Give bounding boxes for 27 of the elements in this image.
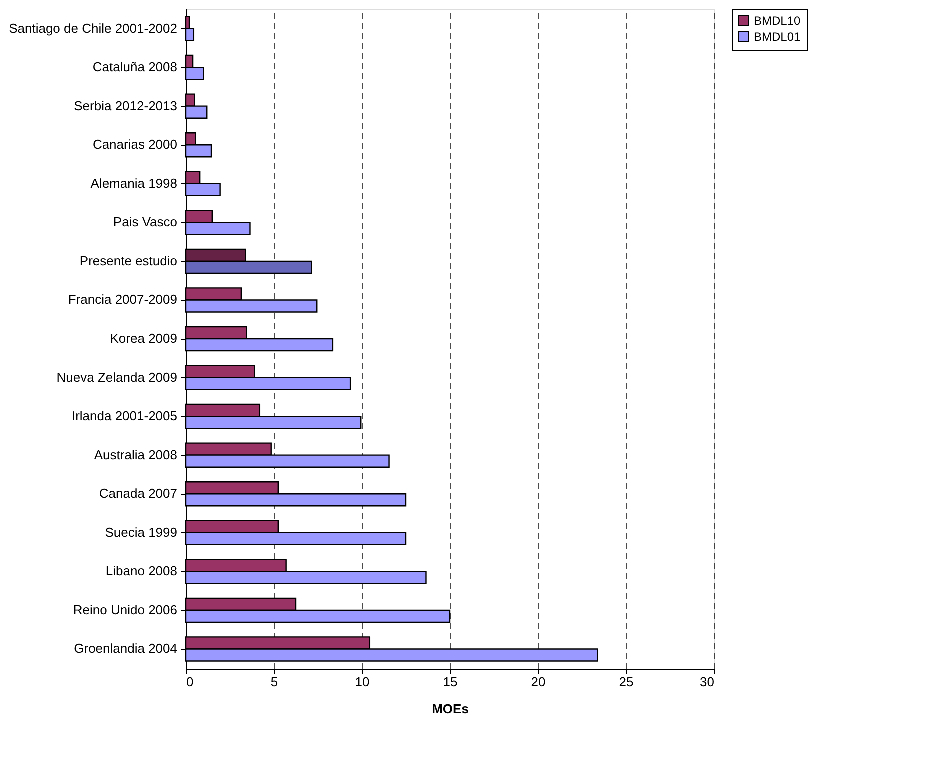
y-tick-label: Francia 2007-2009 xyxy=(68,292,178,308)
y-tick-label: Alemania 1998 xyxy=(90,176,178,191)
y-tick-label: Irlanda 2001-2005 xyxy=(72,408,178,424)
x-tick-label: 20 xyxy=(531,674,546,690)
x-tick-label: 5 xyxy=(270,674,278,690)
legend-label: BMDL01 xyxy=(754,30,802,44)
legend-label: BMDL10 xyxy=(754,14,802,28)
x-tick-label: 25 xyxy=(619,674,634,690)
y-tick-label: Libano 2008 xyxy=(106,564,178,579)
y-tick-label: Serbia 2012-2013 xyxy=(74,98,178,114)
x-tick-label: 15 xyxy=(443,674,458,690)
y-tick-label: Reino Unido 2006 xyxy=(73,602,178,618)
y-tick-label: Australia 2008 xyxy=(94,447,178,462)
y-tick-label: Santiago de Chile 2001-2002 xyxy=(9,20,178,36)
y-tick-label: Nueva Zelanda 2009 xyxy=(56,370,178,385)
y-tick-label: Suecia 1999 xyxy=(105,524,178,540)
x-tick-label: 10 xyxy=(355,674,370,690)
y-tick-label: Korea 2009 xyxy=(110,331,178,346)
y-tick-label: Pais Vasco xyxy=(113,214,178,230)
x-tick-label: 30 xyxy=(700,674,714,690)
x-tick-label: 0 xyxy=(186,674,194,690)
y-tick-label: Cataluña 2008 xyxy=(92,60,178,75)
y-tick-label: Presente estudio xyxy=(80,253,178,268)
y-tick-label: Canarias 2000 xyxy=(92,137,178,152)
x-axis-title: MOEs xyxy=(432,702,469,716)
y-tick-label: Canada 2007 xyxy=(99,486,178,502)
y-tick-label: Groenlandia 2004 xyxy=(74,641,178,656)
